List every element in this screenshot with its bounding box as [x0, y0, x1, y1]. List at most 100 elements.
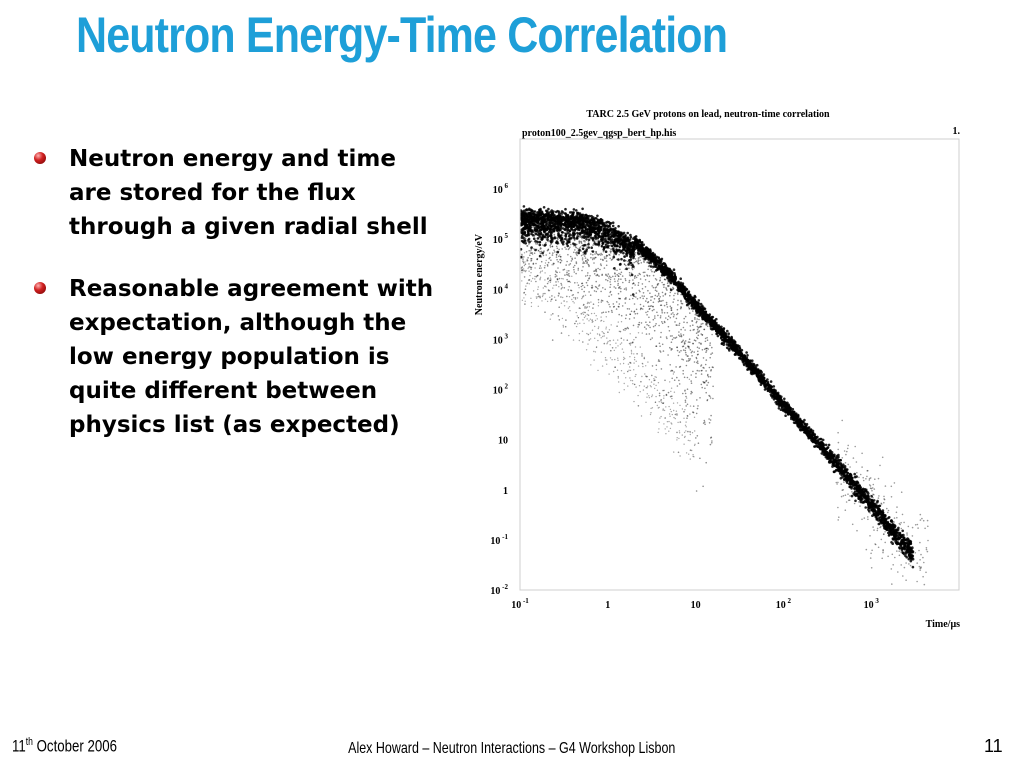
scatter-point	[776, 402, 779, 406]
scatter-point	[596, 221, 598, 223]
scatter-point	[617, 278, 620, 280]
scatter-point	[628, 271, 631, 274]
scatter-point	[610, 235, 614, 238]
scatter-point	[579, 221, 582, 223]
scatter-point	[831, 459, 835, 463]
scatter-point	[569, 263, 572, 265]
scatter-point	[527, 257, 529, 259]
scatter-point	[672, 286, 674, 289]
scatter-point	[540, 231, 543, 234]
scatter-point	[587, 235, 591, 238]
scatter-point	[710, 436, 713, 439]
scatter-point	[728, 344, 731, 347]
scatter-point	[655, 279, 658, 281]
scatter-point	[610, 243, 612, 245]
scatter-point	[531, 252, 533, 254]
scatter-point	[638, 323, 641, 326]
scatter-point	[748, 359, 752, 363]
scatter-point	[591, 258, 594, 261]
scatter-point	[779, 408, 783, 412]
scatter-point	[521, 266, 524, 268]
scatter-point	[633, 317, 635, 319]
scatter-point	[573, 239, 576, 242]
scatter-point	[602, 287, 604, 289]
scatter-point	[565, 224, 568, 226]
scatter-point	[598, 241, 601, 244]
scatter-point	[636, 353, 638, 355]
scatter-point	[749, 362, 753, 365]
scatter-point	[703, 419, 706, 422]
scatter-point	[641, 295, 643, 297]
scatter-point	[521, 253, 523, 256]
scatter-point	[656, 295, 659, 298]
scatter-point	[634, 284, 636, 286]
scatter-point	[576, 254, 578, 257]
scatter-point	[881, 511, 885, 515]
scatter-point	[796, 423, 799, 426]
scatter-point	[687, 293, 691, 296]
scatter-point	[608, 275, 611, 278]
scatter-point	[739, 350, 742, 353]
scatter-point	[867, 506, 870, 509]
scatter-point	[746, 354, 749, 357]
scatter-point	[684, 329, 686, 331]
scatter-point	[526, 245, 529, 247]
scatter-point	[631, 293, 635, 296]
scatter-point	[597, 240, 599, 242]
scatter-point	[588, 339, 590, 341]
scatter-point	[862, 491, 866, 494]
scatter-point	[678, 379, 680, 382]
scatter-point	[537, 228, 539, 231]
scatter-point	[705, 461, 707, 464]
scatter-point	[626, 268, 628, 271]
scatter-point	[708, 394, 710, 397]
scatter-point	[632, 297, 634, 300]
scatter-point	[655, 259, 659, 262]
scatter-point	[886, 528, 889, 531]
scatter-point	[560, 296, 562, 298]
scatter-point	[656, 311, 658, 314]
scatter-point	[909, 546, 912, 550]
scatter-point	[616, 232, 618, 234]
scatter-point	[711, 323, 713, 326]
scatter-point	[571, 228, 574, 232]
scatter-point	[560, 259, 563, 262]
scatter-point	[665, 317, 667, 319]
scatter-point	[824, 443, 828, 447]
scatter-point	[691, 350, 693, 353]
scatter-point	[586, 228, 589, 231]
scatter-point	[582, 220, 585, 223]
scatter-point	[521, 215, 524, 218]
scatter-point	[592, 254, 594, 256]
scatter-point	[609, 281, 611, 283]
scatter-point	[553, 233, 556, 236]
scatter-point	[611, 224, 615, 228]
scatter-point	[647, 289, 649, 292]
scatter-point	[782, 400, 786, 404]
scatter-point	[582, 253, 585, 256]
scatter-point	[634, 258, 637, 260]
scatter-point	[586, 235, 588, 238]
scatter-point	[582, 216, 584, 218]
scatter-point	[610, 276, 612, 279]
scatter-point	[546, 227, 549, 231]
scatter-point	[564, 325, 567, 328]
scatter-point	[567, 228, 569, 231]
scatter-point	[531, 217, 534, 219]
scatter-point	[673, 294, 675, 297]
scatter-point	[646, 275, 649, 277]
scatter-point	[607, 232, 610, 234]
scatter-point	[573, 245, 575, 247]
scatter-point	[834, 468, 838, 472]
scatter-point	[702, 322, 704, 325]
scatter-point	[678, 334, 680, 336]
scatter-point	[644, 286, 647, 288]
scatter-point	[658, 258, 662, 261]
scatter-point	[538, 243, 542, 247]
scatter-point	[660, 368, 663, 370]
scatter-point	[552, 252, 554, 254]
scatter-point	[611, 241, 614, 245]
scatter-point	[845, 480, 848, 483]
scatter-point	[627, 263, 630, 266]
scatter-point	[669, 281, 671, 283]
